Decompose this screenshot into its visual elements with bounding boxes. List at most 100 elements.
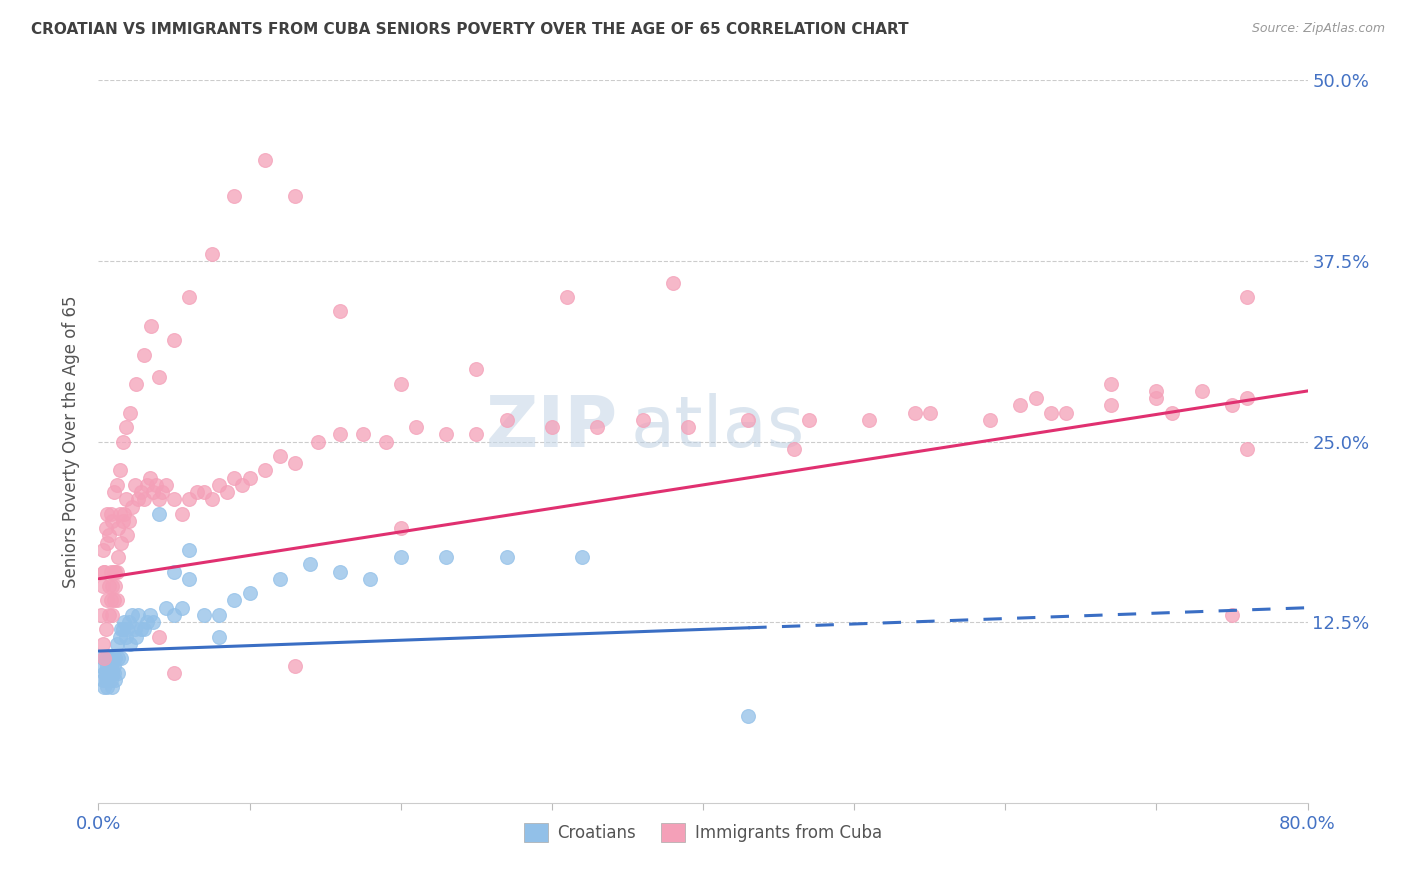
Point <box>115 528 138 542</box>
Point <box>125 630 148 644</box>
Point <box>91 637 114 651</box>
Point <box>100 593 122 607</box>
Point <box>148 492 170 507</box>
Point <box>115 623 138 637</box>
Point <box>540 420 562 434</box>
Point <box>1054 406 1077 420</box>
Point <box>239 586 262 600</box>
Point <box>1220 607 1243 622</box>
Point <box>93 665 115 680</box>
Point <box>91 579 114 593</box>
Point <box>1191 384 1213 398</box>
Point <box>193 485 215 500</box>
Point <box>1039 406 1062 420</box>
Point <box>127 492 149 507</box>
Point <box>93 680 115 694</box>
Legend: Croatians, Immigrants from Cuba: Croatians, Immigrants from Cuba <box>517 816 889 848</box>
Point <box>93 565 115 579</box>
Point <box>132 492 155 507</box>
Point <box>145 478 167 492</box>
Point <box>1144 384 1167 398</box>
Point <box>139 607 162 622</box>
Point <box>108 507 131 521</box>
Point <box>329 304 352 318</box>
Point <box>904 406 927 420</box>
Point <box>114 492 136 507</box>
Point <box>170 600 193 615</box>
Point <box>179 492 201 507</box>
Point <box>135 615 157 630</box>
Point <box>96 658 118 673</box>
Point <box>215 485 238 500</box>
Point <box>186 485 208 500</box>
Point <box>269 572 291 586</box>
Point <box>101 665 124 680</box>
Point <box>93 565 115 579</box>
Point <box>111 514 134 528</box>
Point <box>155 478 177 492</box>
Point <box>141 318 163 333</box>
Point <box>104 579 127 593</box>
Point <box>101 579 124 593</box>
Point <box>1024 391 1046 405</box>
Point <box>127 607 149 622</box>
Point <box>94 673 117 687</box>
Point <box>465 427 488 442</box>
Point <box>103 658 125 673</box>
Point <box>118 615 141 630</box>
Point <box>104 651 127 665</box>
Point <box>139 470 162 484</box>
Y-axis label: Seniors Poverty Over the Age of 65: Seniors Poverty Over the Age of 65 <box>62 295 80 588</box>
Point <box>110 623 132 637</box>
Point <box>98 665 121 680</box>
Point <box>163 607 186 622</box>
Point <box>224 189 246 203</box>
Point <box>112 615 135 630</box>
Point <box>163 665 186 680</box>
Point <box>150 485 173 500</box>
Point <box>114 420 136 434</box>
Point <box>110 535 132 549</box>
Point <box>107 521 129 535</box>
Point <box>148 369 170 384</box>
Point <box>103 665 125 680</box>
Point <box>94 623 117 637</box>
Point <box>105 593 128 607</box>
Point <box>108 630 131 644</box>
Point <box>104 565 127 579</box>
Point <box>858 413 880 427</box>
Point <box>93 651 115 665</box>
Point <box>100 565 122 579</box>
Point <box>107 651 129 665</box>
Point <box>307 434 329 449</box>
Point <box>797 413 820 427</box>
Point <box>105 478 128 492</box>
Point <box>389 376 412 391</box>
Point <box>1236 442 1258 456</box>
Point <box>101 514 124 528</box>
Point <box>110 651 132 665</box>
Point <box>1220 398 1243 412</box>
Point <box>284 189 307 203</box>
Point <box>104 673 127 687</box>
Point <box>329 565 352 579</box>
Point <box>98 607 121 622</box>
Point <box>170 507 193 521</box>
Point <box>148 507 170 521</box>
Point <box>201 492 224 507</box>
Point <box>155 600 177 615</box>
Point <box>676 420 699 434</box>
Point <box>389 550 412 565</box>
Point <box>979 413 1001 427</box>
Point <box>163 334 186 348</box>
Point <box>96 673 118 687</box>
Point <box>284 658 307 673</box>
Point <box>96 680 118 694</box>
Point <box>374 434 396 449</box>
Point <box>142 615 165 630</box>
Point <box>299 558 322 572</box>
Point <box>201 246 224 260</box>
Point <box>132 348 155 362</box>
Point <box>1099 398 1122 412</box>
Point <box>405 420 427 434</box>
